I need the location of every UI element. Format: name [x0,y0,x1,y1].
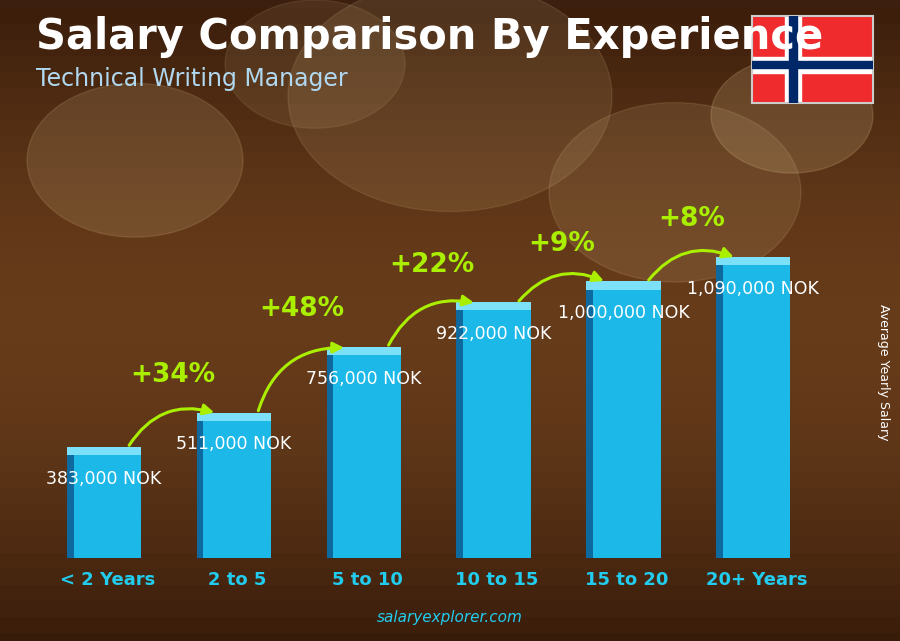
Bar [0,8,900,24]
Bar [0,280,900,296]
Bar [67,455,74,558]
Bar [0,505,900,520]
Bar [0,136,900,153]
Bar [67,447,141,455]
Bar [327,355,333,558]
Bar [0,569,900,585]
Text: +48%: +48% [259,296,345,322]
Circle shape [27,83,243,237]
Bar [789,16,796,103]
Bar [0,392,900,409]
Bar [456,303,531,310]
Bar [0,553,900,569]
Bar [0,169,900,185]
Text: +8%: +8% [658,206,725,233]
Bar [586,290,593,558]
Bar [0,313,900,328]
Circle shape [549,103,801,282]
Bar [0,409,900,425]
Bar [752,56,873,73]
Bar [0,424,900,441]
Bar [0,360,900,377]
Bar [785,16,801,103]
Bar [0,249,900,265]
Bar [464,310,531,558]
Bar [0,200,900,216]
Bar [0,232,900,248]
Bar [0,72,900,88]
Text: +22%: +22% [390,251,474,278]
Bar [593,290,661,558]
Bar [0,88,900,104]
Bar [203,420,271,558]
Circle shape [711,58,873,173]
Text: 922,000 NOK: 922,000 NOK [436,325,551,343]
Bar [0,152,900,168]
Bar [0,537,900,553]
Bar [0,184,900,200]
Text: 511,000 NOK: 511,000 NOK [176,435,292,453]
Bar [0,617,900,633]
Text: 1,090,000 NOK: 1,090,000 NOK [688,280,819,298]
Text: 756,000 NOK: 756,000 NOK [306,370,421,388]
Text: +34%: +34% [130,362,215,388]
Bar [0,296,900,313]
Circle shape [225,0,405,128]
Bar [0,264,900,281]
Text: +9%: +9% [528,231,595,256]
Text: Average Yearly Salary: Average Yearly Salary [878,304,890,440]
Bar [0,40,900,56]
Bar [0,216,900,233]
Bar [0,328,900,345]
Bar [197,413,271,420]
Bar [716,265,723,558]
Text: 1,000,000 NOK: 1,000,000 NOK [557,304,689,322]
Bar [456,310,464,558]
Bar [0,344,900,360]
Text: Technical Writing Manager: Technical Writing Manager [36,67,347,91]
Circle shape [288,0,612,212]
Bar [0,473,900,488]
Text: salaryexplorer.com: salaryexplorer.com [377,610,523,625]
Bar [333,355,400,558]
Bar [752,61,873,69]
Bar [0,376,900,392]
Bar [74,455,141,558]
Bar [0,585,900,601]
Bar [327,347,400,355]
Bar [0,104,900,121]
Bar [0,441,900,456]
Bar [0,56,900,72]
Bar [716,257,790,265]
Bar [0,488,900,505]
Bar [0,633,900,641]
Bar [0,456,900,473]
Bar [0,120,900,136]
Bar [0,601,900,617]
Text: 383,000 NOK: 383,000 NOK [47,470,162,488]
Bar [723,265,790,558]
Text: Salary Comparison By Experience: Salary Comparison By Experience [36,16,824,58]
Bar [0,520,900,537]
Bar [586,281,661,290]
Bar [197,420,203,558]
Bar [0,24,900,40]
